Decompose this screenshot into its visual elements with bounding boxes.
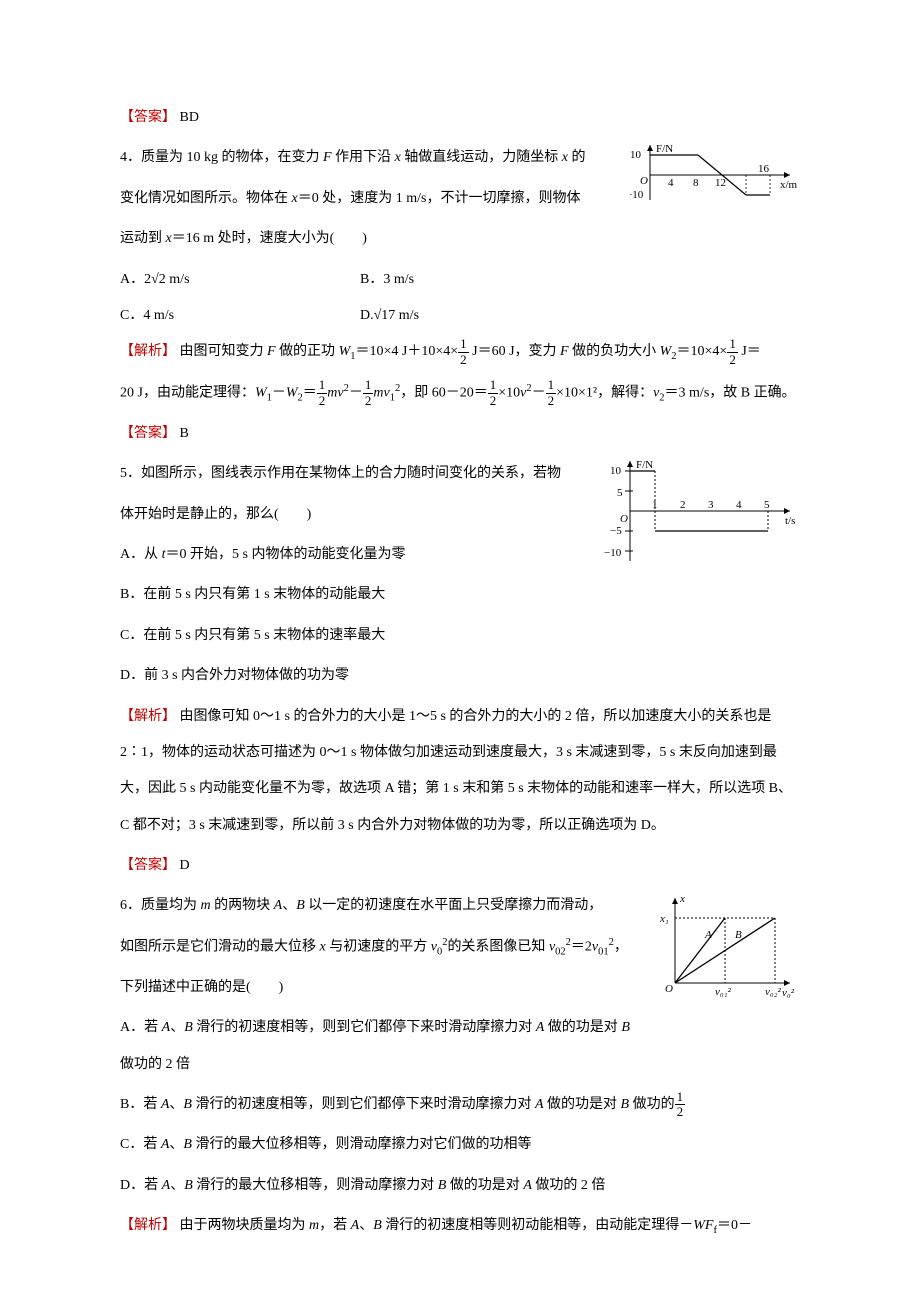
- svg-text:−10: −10: [630, 189, 644, 201]
- svg-text:−10: −10: [604, 547, 622, 559]
- answer-4: 【答案】 B: [120, 416, 800, 452]
- svg-text:v₀₂²: v₀₂²: [765, 986, 782, 998]
- svg-text:4: 4: [736, 499, 742, 511]
- q5-diagram: F/N t/s 10 5 −5 −10 O 1 2 3 4 5: [600, 456, 800, 581]
- analysis-4: 【解析】 由图可知变力 F 做的正功 W1＝10×4 J＋10×4×12 J＝6…: [120, 334, 800, 370]
- svg-text:B: B: [735, 929, 742, 941]
- q4-opt-d: D.√17 m/s: [360, 298, 480, 334]
- analysis-label: 【解析】: [120, 344, 176, 359]
- q4-opt-c: C．4 m/s: [120, 298, 240, 334]
- svg-text:10: 10: [610, 465, 622, 477]
- analysis-6: 【解析】 由于两物块质量均为 m，若 A、B 滑行的初速度相等则初动能相等，由动…: [120, 1208, 800, 1244]
- q6-opt-c: C．若 A、B 滑行的最大位移相等，则滑动摩擦力对它们做的功相等: [120, 1127, 800, 1163]
- question-5: F/N t/s 10 5 −5 −10 O 1 2 3 4 5 5．如图所示，图…: [120, 456, 800, 694]
- svg-text:F/N: F/N: [636, 459, 653, 471]
- question-4: F/N x/m 10 −10 O 4 8 12 16 4．质量为 10 kg 的…: [120, 140, 800, 334]
- q6-opt-a: A．若 A、B 滑行的初速度相等，则到它们都停下来时滑动摩擦力对 A 做的功是对…: [120, 1010, 800, 1083]
- svg-text:5: 5: [764, 499, 770, 511]
- svg-text:A: A: [704, 929, 712, 941]
- svg-text:x/m: x/m: [780, 179, 798, 191]
- q5-opt-c: C．在前 5 s 内只有第 5 s 末物体的速率最大: [120, 618, 800, 654]
- q5-opt-b: B．在前 5 s 内只有第 1 s 末物体的动能最大: [120, 577, 800, 613]
- q6-diagram: x v₀² O x₁ A B v₀₁² v₀₂²: [650, 888, 800, 1013]
- q6-opt-b: B．若 A、B 滑行的初速度相等，则到它们都停下来时滑动摩擦力对 A 做的功是对…: [120, 1087, 800, 1123]
- svg-text:16: 16: [758, 163, 770, 175]
- svg-text:4: 4: [668, 177, 674, 189]
- svg-text:O: O: [665, 983, 673, 995]
- q4-diagram: F/N x/m 10 −10 O 4 8 12 16: [630, 140, 800, 225]
- svg-text:F/N: F/N: [656, 143, 673, 155]
- svg-text:12: 12: [715, 177, 726, 189]
- svg-text:v₀²: v₀²: [782, 987, 795, 998]
- answer-3: 【答案】 BD: [120, 100, 800, 136]
- svg-text:x: x: [679, 893, 685, 905]
- svg-text:10: 10: [630, 149, 642, 161]
- svg-text:v₀₁²: v₀₁²: [715, 986, 732, 998]
- svg-text:O: O: [620, 513, 628, 525]
- svg-text:O: O: [640, 175, 648, 187]
- svg-text:−5: −5: [610, 525, 622, 537]
- q4-opt-a: A．2√2 m/s: [120, 262, 240, 298]
- q6-opt-d: D．若 A、B 滑行的最大位移相等，则滑动摩擦力对 B 做的功是对 A 做功的 …: [120, 1168, 800, 1204]
- analysis-5: 【解析】 由图像可知 0～1 s 的合外力的大小是 1～5 s 的合外力的大小的…: [120, 699, 800, 845]
- svg-text:2: 2: [680, 499, 686, 511]
- q4-opt-b: B．3 m/s: [360, 262, 480, 298]
- answer-label: 【答案】: [120, 110, 176, 125]
- svg-text:3: 3: [708, 499, 714, 511]
- answer-5: 【答案】 D: [120, 848, 800, 884]
- svg-text:t/s: t/s: [785, 515, 795, 527]
- answer-value: BD: [180, 110, 199, 125]
- svg-text:8: 8: [693, 177, 699, 189]
- svg-text:5: 5: [617, 487, 623, 499]
- svg-text:x₁: x₁: [659, 913, 669, 925]
- question-6: x v₀² O x₁ A B v₀₁² v₀₂² 6．质量均为 m 的两物块 A…: [120, 888, 800, 1204]
- q5-opt-d: D．前 3 s 内合外力对物体做的功为零: [120, 658, 800, 694]
